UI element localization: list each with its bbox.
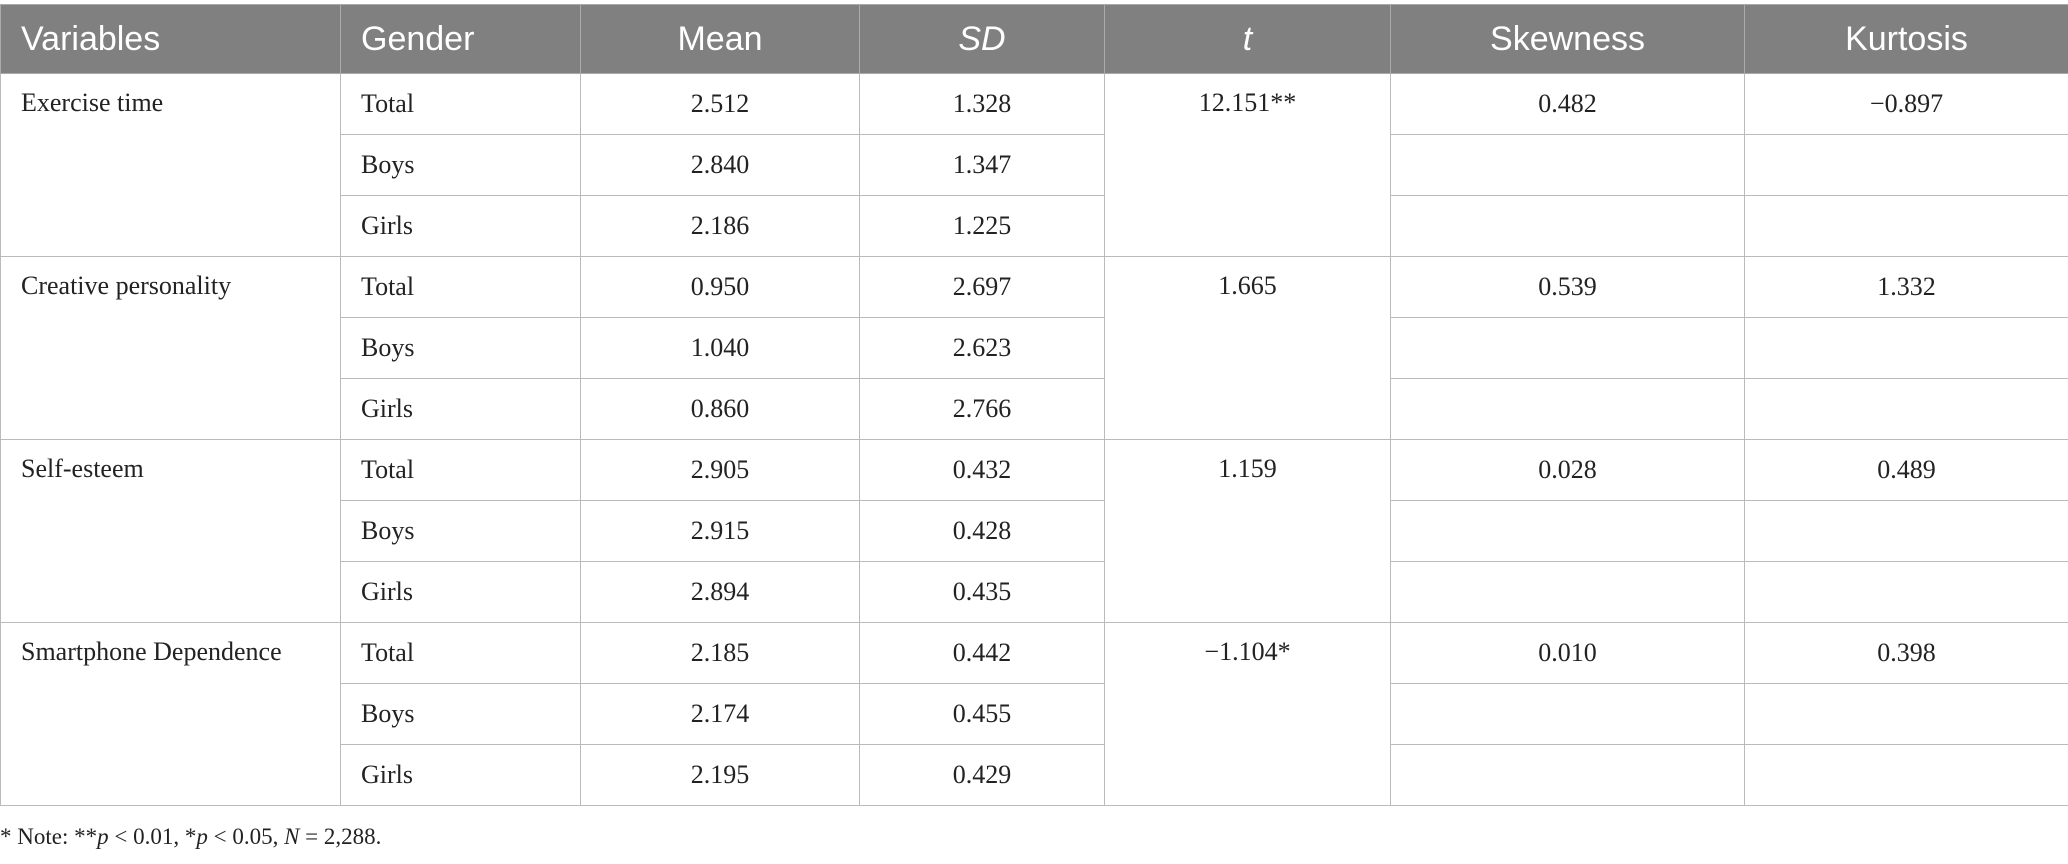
sd-cell: 2.623: [859, 317, 1105, 379]
mean-cell: 2.186: [580, 195, 860, 257]
header-cell: SD: [859, 4, 1105, 74]
skewness-cell: [1390, 561, 1745, 623]
mean-cell: 2.905: [580, 439, 860, 501]
skewness-cell: [1390, 378, 1745, 440]
t-cell: 1.159: [1104, 439, 1391, 623]
table-row: Exercise time Total 2.512 1.328 12.151** 0.48…: [0, 73, 2068, 257]
variable-cell: Smartphone Dependence: [0, 622, 341, 806]
kurtosis-cell: 0.398: [1744, 622, 2068, 684]
header-row: Variables Gender Mean SD t Skewness Kurtosis: [0, 4, 2068, 74]
kurtosis-cell: [1744, 195, 2068, 257]
table-body: Exercise time Total 2.512 1.328 12.151** 0.48…: [0, 73, 2068, 806]
gender-cell: Boys: [340, 683, 581, 745]
kurtosis-cell: [1744, 378, 2068, 440]
mean-cell: 2.894: [580, 561, 860, 623]
note-text: p: [97, 824, 109, 849]
gender-cell: Total: [340, 73, 581, 135]
table-row: Boys 2.174 0.455: [1, 683, 2068, 745]
gender-cell: Girls: [340, 744, 581, 806]
header-cell: Variables: [0, 4, 341, 74]
kurtosis-cell: −0.897: [1744, 73, 2068, 135]
kurtosis-cell: [1744, 561, 2068, 623]
header-cell: Kurtosis: [1744, 4, 2068, 74]
table-row: Creative personality Total 0.950 2.697 1.665…: [0, 256, 2068, 440]
note-text: p: [196, 824, 208, 849]
header-cell: Gender: [340, 4, 581, 74]
variable-cell: Exercise time: [0, 73, 341, 257]
skewness-cell: [1390, 744, 1745, 806]
skewness-cell: [1390, 317, 1745, 379]
note-text: * Note: **: [0, 824, 98, 849]
kurtosis-cell: [1744, 317, 2068, 379]
kurtosis-cell: 0.489: [1744, 439, 2068, 501]
gender-cell: Total: [340, 439, 581, 501]
mean-cell: 2.185: [580, 622, 860, 684]
variable-cell: Creative personality: [0, 256, 341, 440]
gender-cell: Total: [340, 256, 581, 318]
note-text: = 2,288.: [299, 824, 382, 849]
sd-cell: 1.347: [859, 134, 1105, 196]
table-row: Boys 1.040 2.623: [1, 317, 2068, 379]
sd-cell: 1.328: [859, 73, 1105, 135]
skewness-cell: [1390, 134, 1745, 196]
skewness-cell: [1390, 500, 1745, 562]
gender-cell: Girls: [340, 195, 581, 257]
gender-cell: Total: [340, 622, 581, 684]
skewness-cell: 0.482: [1390, 73, 1745, 135]
table-row: Self-esteem Total 2.905 0.432 1.159 0.028 0.48…: [0, 439, 2068, 623]
skewness-cell: [1390, 195, 1745, 257]
header-cell: Mean: [580, 4, 860, 74]
mean-cell: 2.174: [580, 683, 860, 745]
mean-cell: 0.860: [580, 378, 860, 440]
mean-cell: 2.915: [580, 500, 860, 562]
sd-cell: 2.766: [859, 378, 1105, 440]
sd-cell: 1.225: [859, 195, 1105, 257]
stats-table: Variables Gender Mean SD t Skewness Kurtosis E…: [0, 4, 2068, 806]
table-note: * Note: **p < 0.01, *p < 0.05, N = 2,288…: [0, 824, 381, 850]
note-text: < 0.01, *: [108, 824, 197, 849]
mean-cell: 0.950: [580, 256, 860, 318]
gender-cell: Girls: [340, 378, 581, 440]
kurtosis-cell: [1744, 683, 2068, 745]
skewness-cell: [1390, 683, 1745, 745]
gender-cell: Girls: [340, 561, 581, 623]
t-cell: −1.104*: [1104, 622, 1391, 806]
header-cell: Skewness: [1390, 4, 1745, 74]
skewness-cell: 0.539: [1390, 256, 1745, 318]
mean-cell: 2.840: [580, 134, 860, 196]
sd-cell: 0.428: [859, 500, 1105, 562]
sd-cell: 0.429: [859, 744, 1105, 806]
table-row: Smartphone Dependence Total 2.185 0.442 −1.1…: [0, 622, 2068, 806]
sd-cell: 0.435: [859, 561, 1105, 623]
kurtosis-cell: 1.332: [1744, 256, 2068, 318]
variable-cell: Self-esteem: [0, 439, 341, 623]
sd-cell: 0.442: [859, 622, 1105, 684]
mean-cell: 1.040: [580, 317, 860, 379]
mean-cell: 2.512: [580, 73, 860, 135]
mean-cell: 2.195: [580, 744, 860, 806]
kurtosis-cell: [1744, 500, 2068, 562]
t-cell: 1.665: [1104, 256, 1391, 440]
t-cell: 12.151**: [1104, 73, 1391, 257]
skewness-cell: 0.010: [1390, 622, 1745, 684]
header-cell: t: [1104, 4, 1391, 74]
gender-cell: Boys: [340, 500, 581, 562]
gender-cell: Boys: [340, 134, 581, 196]
skewness-cell: 0.028: [1390, 439, 1745, 501]
table-row: Boys 2.915 0.428: [1, 500, 2068, 562]
sd-cell: 2.697: [859, 256, 1105, 318]
note-text: N: [284, 824, 300, 849]
gender-cell: Boys: [340, 317, 581, 379]
kurtosis-cell: [1744, 744, 2068, 806]
kurtosis-cell: [1744, 134, 2068, 196]
sd-cell: 0.455: [859, 683, 1105, 745]
table-row: Girls 2.195 0.429: [1, 744, 2068, 806]
sd-cell: 0.432: [859, 439, 1105, 501]
note-text: < 0.05,: [207, 824, 285, 849]
